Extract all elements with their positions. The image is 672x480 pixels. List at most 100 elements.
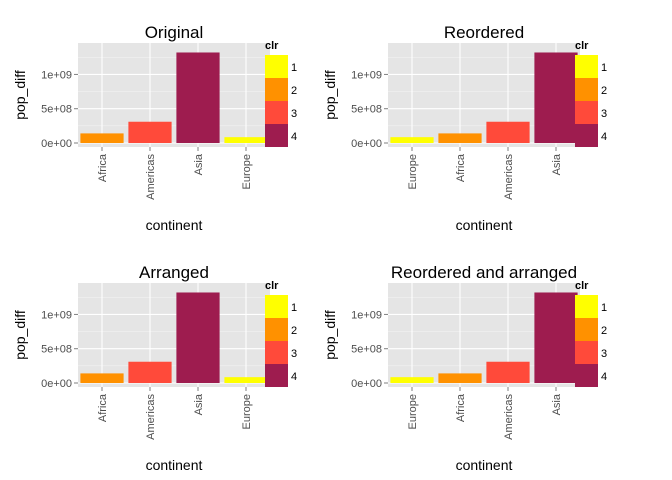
bar-americas [128, 121, 172, 143]
y-tick-label: 5e+08 [41, 344, 72, 356]
legend-label: 4 [601, 371, 607, 383]
bar-europe [224, 137, 268, 143]
legend-label: 1 [601, 302, 607, 314]
x-axis-title: continent [456, 217, 513, 233]
legend-key-2 [265, 318, 288, 341]
legend-label: 1 [291, 62, 297, 74]
legend-key-4 [265, 124, 288, 147]
y-tick-label: 0e+00 [351, 138, 382, 150]
chart-panel-2: Reordered 0e+00 5e+08 1e+09 Europe Africa Amer… [322, 23, 607, 233]
legend-key-4 [575, 364, 598, 387]
x-tick-label: Africa [455, 153, 467, 182]
bar-asia [176, 52, 220, 143]
y-tick-label: 0e+00 [41, 138, 72, 150]
y-tick-label: 5e+08 [351, 344, 382, 356]
legend: clr 1 2 3 4 [575, 280, 607, 387]
legend-key-1 [265, 55, 288, 78]
legend-label: 1 [601, 62, 607, 74]
x-tick-label: Asia [193, 393, 205, 415]
bar-africa [438, 373, 482, 383]
bar-americas [128, 361, 172, 383]
legend-key-3 [265, 101, 288, 124]
legend-key-4 [575, 124, 598, 147]
legend-title: clr [265, 280, 279, 292]
bar-europe [224, 377, 268, 383]
bar-africa [80, 133, 124, 143]
x-tick-label: Europe [241, 394, 253, 429]
y-tick-label: 0e+00 [41, 378, 72, 390]
chart-title: Arranged [139, 263, 209, 282]
bar-asia [534, 292, 578, 383]
legend-title: clr [575, 40, 589, 52]
y-tick-label: 1e+09 [41, 69, 72, 81]
bar-europe [390, 377, 434, 383]
legend-key-2 [575, 78, 598, 101]
legend-key-2 [265, 78, 288, 101]
x-tick-label: Africa [97, 393, 109, 422]
legend-label: 3 [601, 348, 607, 360]
legend-key-3 [265, 341, 288, 364]
chart-panel-3: Arranged 0e+00 5e+08 1e+09 Africa Americas Asi… [12, 263, 297, 473]
bar-africa [438, 133, 482, 143]
chart-panel-1: Original 0e+00 5e+08 1e+09 Africa Americas Asi… [12, 23, 297, 233]
bar-asia [534, 52, 578, 143]
legend-title: clr [575, 280, 589, 292]
x-tick-label: Africa [97, 153, 109, 182]
chart-panel-4: Reordered and arranged 0e+00 5e+08 1e+09 Eur… [322, 263, 607, 473]
bar-africa [80, 373, 124, 383]
legend: clr 1 2 3 4 [575, 40, 607, 147]
x-tick-label: Africa [455, 393, 467, 422]
x-tick-label: Americas [145, 394, 157, 440]
x-tick-label: Americas [503, 394, 515, 440]
x-tick-label: Asia [551, 393, 563, 415]
x-axis-title: continent [146, 457, 203, 473]
y-tick-label: 1e+09 [351, 309, 382, 321]
bar-asia [176, 292, 220, 383]
legend-key-1 [265, 295, 288, 318]
legend-label: 1 [291, 302, 297, 314]
x-tick-label: Europe [241, 154, 253, 189]
bar-americas [486, 121, 530, 143]
plot-panel [78, 283, 270, 387]
plot-panel [78, 43, 270, 147]
y-tick-label: 1e+09 [351, 69, 382, 81]
legend-key-2 [575, 318, 598, 341]
chart-title: Reordered and arranged [391, 263, 577, 282]
legend-key-3 [575, 101, 598, 124]
legend: clr 1 2 3 4 [265, 280, 297, 387]
legend-label: 3 [291, 108, 297, 120]
bar-europe [390, 137, 434, 143]
y-tick-label: 1e+09 [41, 309, 72, 321]
legend-label: 2 [291, 325, 297, 337]
legend-key-1 [575, 55, 598, 78]
bar-americas [486, 361, 530, 383]
legend-label: 3 [601, 108, 607, 120]
legend-label: 4 [291, 371, 297, 383]
x-tick-label: Americas [145, 154, 157, 200]
legend: clr 1 2 3 4 [265, 40, 297, 147]
x-tick-label: Asia [551, 153, 563, 175]
y-tick-label: 5e+08 [351, 104, 382, 116]
legend-key-3 [575, 341, 598, 364]
legend-label: 4 [291, 131, 297, 143]
y-axis-title: pop_diff [322, 310, 338, 360]
legend-key-1 [575, 295, 598, 318]
y-axis-title: pop_diff [12, 310, 28, 360]
y-axis-title: pop_diff [12, 70, 28, 120]
x-axis-title: continent [146, 217, 203, 233]
y-tick-label: 5e+08 [41, 104, 72, 116]
x-tick-label: Europe [407, 154, 419, 189]
legend-label: 2 [291, 85, 297, 97]
y-axis-title: pop_diff [322, 70, 338, 120]
y-tick-label: 0e+00 [351, 378, 382, 390]
legend-key-4 [265, 364, 288, 387]
x-tick-label: Americas [503, 154, 515, 200]
x-tick-label: Asia [193, 153, 205, 175]
x-axis-title: continent [456, 457, 513, 473]
legend-label: 2 [601, 85, 607, 97]
legend-label: 4 [601, 131, 607, 143]
chart-title: Original [145, 23, 204, 42]
x-tick-label: Europe [407, 394, 419, 429]
legend-label: 3 [291, 348, 297, 360]
